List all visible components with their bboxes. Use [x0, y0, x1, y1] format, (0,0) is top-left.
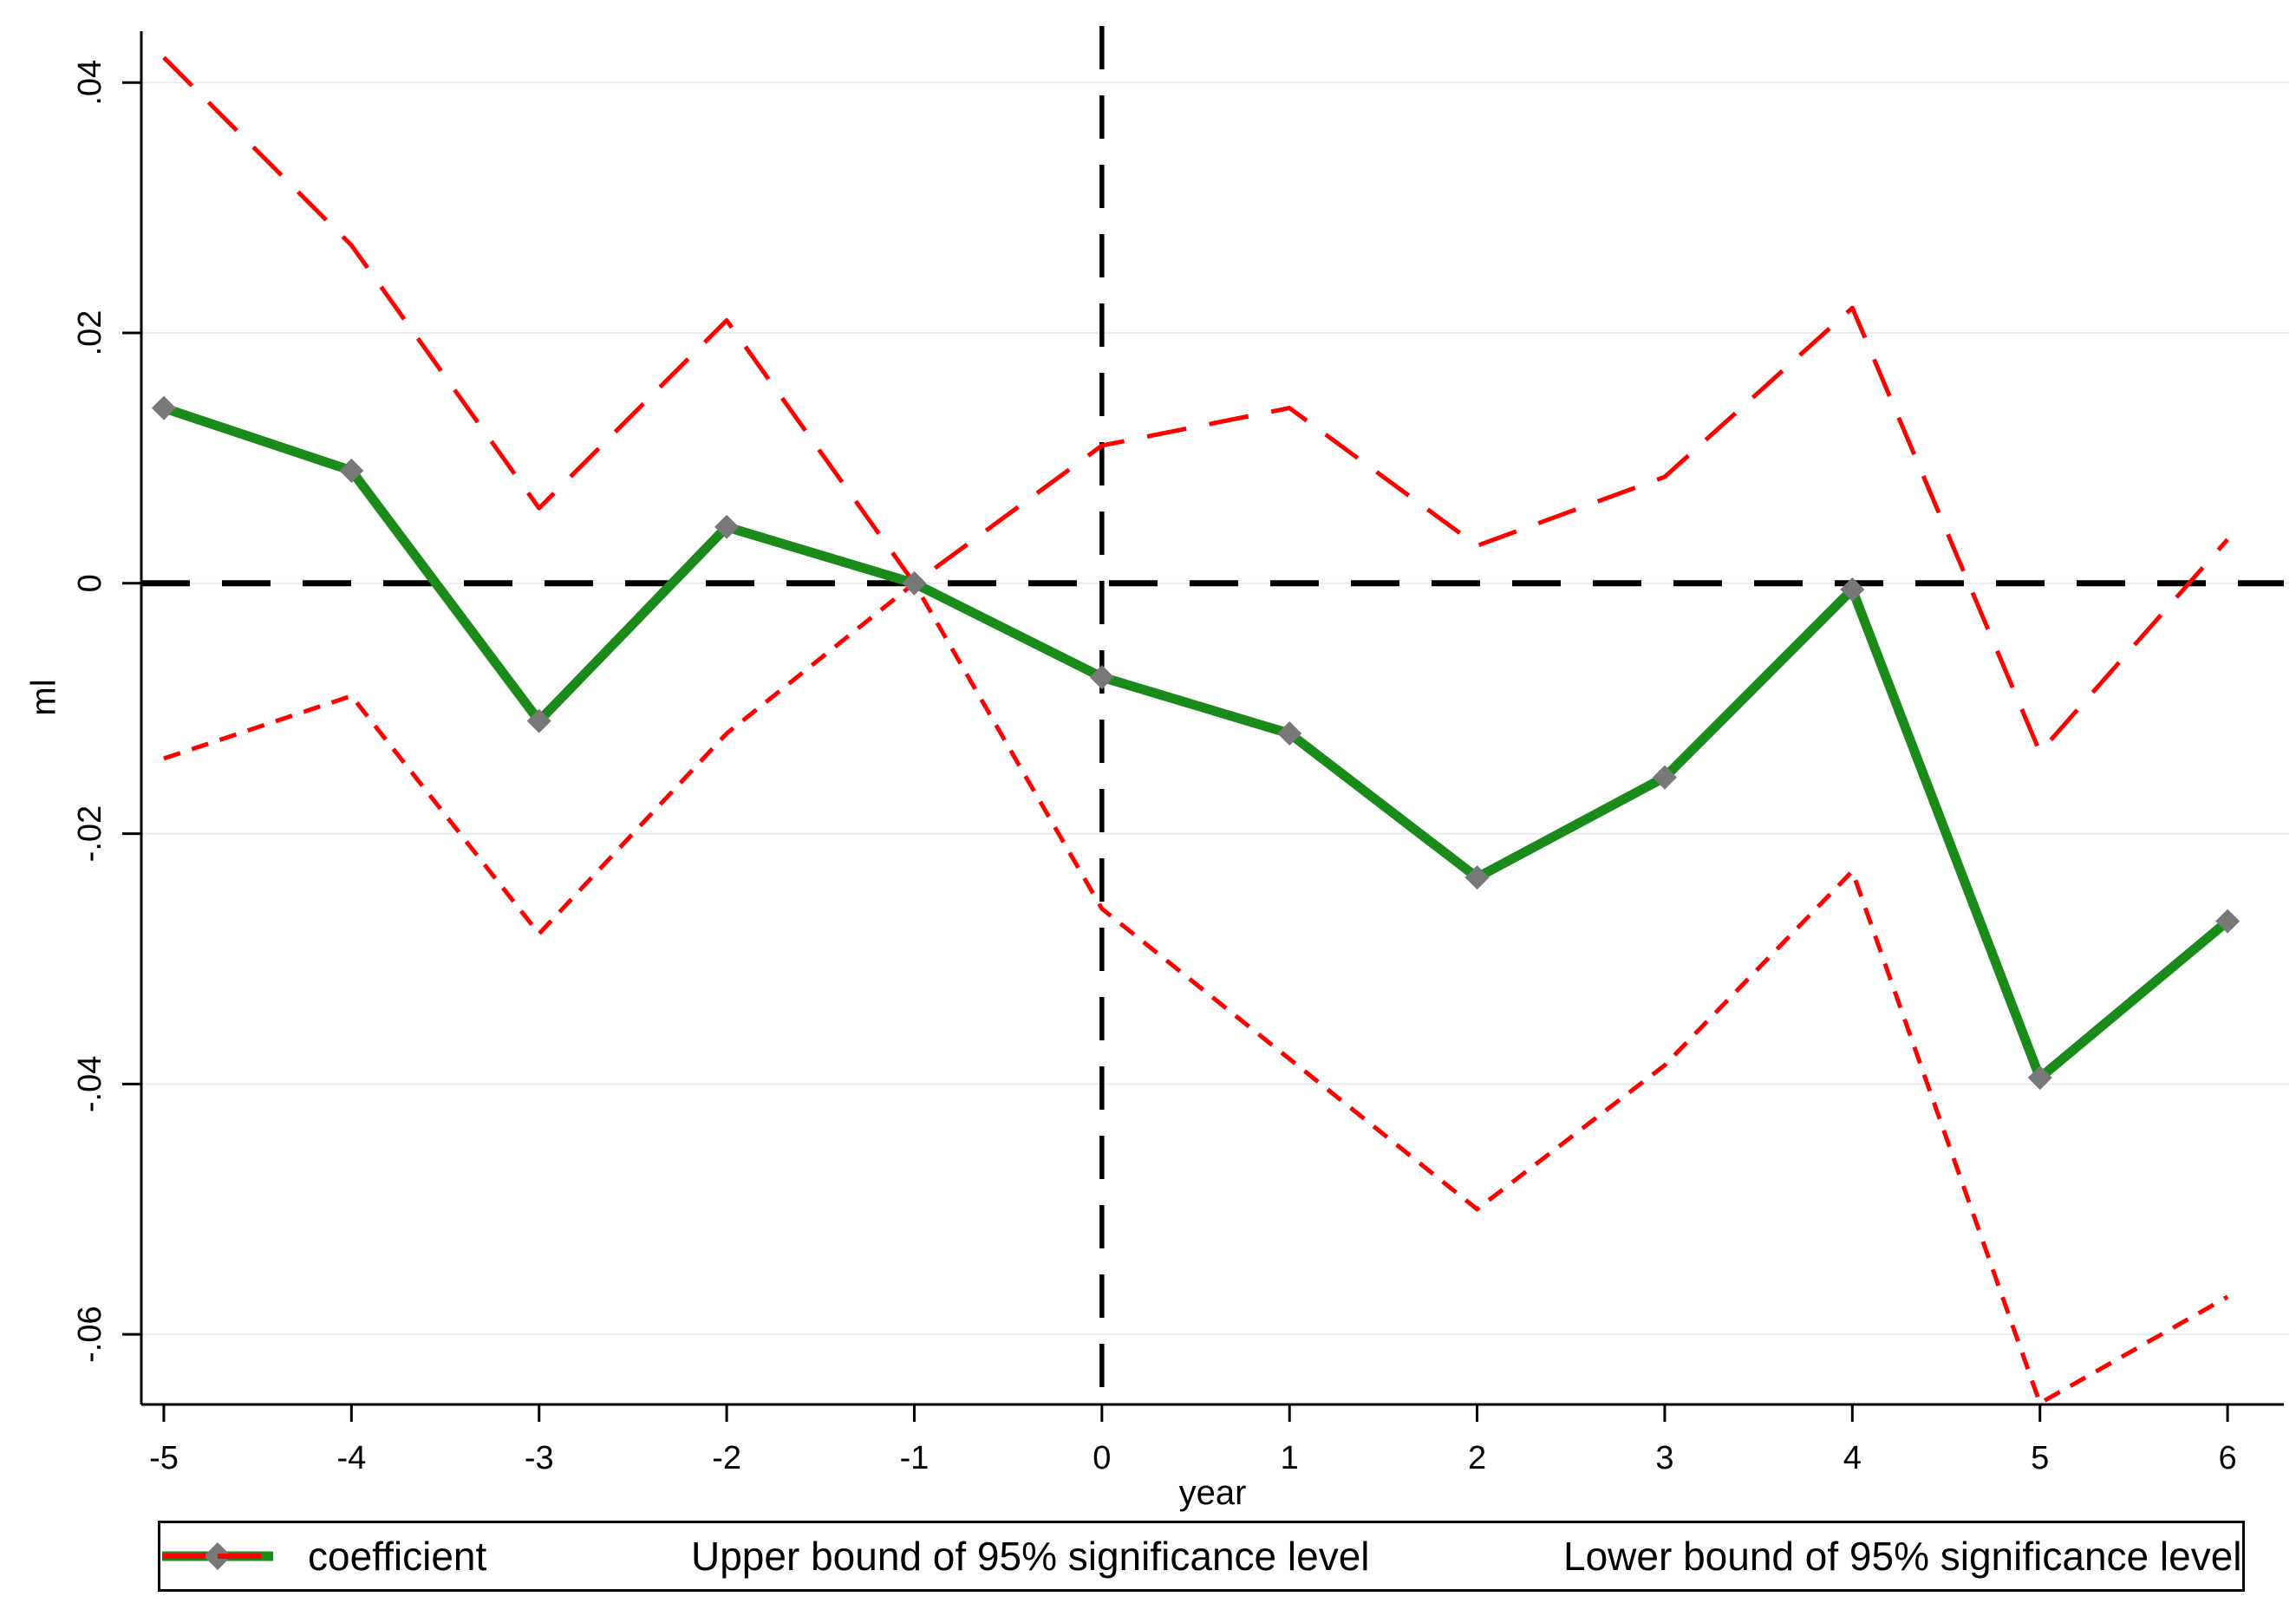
svg-text:-.06: -.06 [72, 1306, 108, 1362]
svg-text:4: 4 [1843, 1440, 1862, 1476]
svg-text:2: 2 [1468, 1440, 1486, 1476]
svg-text:.04: .04 [72, 60, 108, 106]
legend-label-coefficient: coefficient [308, 1534, 487, 1579]
svg-text:-.02: -.02 [72, 805, 108, 862]
svg-text:1: 1 [1281, 1440, 1299, 1476]
svg-text:0: 0 [72, 574, 108, 592]
legend: coefficient Upper bound of 95% significa… [158, 1521, 2245, 1592]
svg-text:5: 5 [2031, 1440, 2049, 1476]
legend-label-upper-bound: Upper bound of 95% significance level [691, 1534, 1370, 1579]
svg-text:-.04: -.04 [72, 1056, 108, 1112]
legend-upper-bound-line-sample [162, 1554, 273, 1559]
svg-text:.02: .02 [72, 310, 108, 356]
svg-text:-2: -2 [712, 1440, 741, 1476]
svg-text:-1: -1 [900, 1440, 929, 1476]
svg-text:-3: -3 [525, 1440, 554, 1476]
svg-text:-4: -4 [336, 1440, 366, 1476]
svg-text:-5: -5 [149, 1440, 179, 1476]
svg-text:3: 3 [1655, 1440, 1673, 1476]
legend-label-lower-bound: Lower bound of 95% significance level [1563, 1534, 2242, 1579]
svg-text:6: 6 [2219, 1440, 2237, 1476]
legend-lower-bound-line-sample [162, 1554, 273, 1559]
y-axis-title: ml [24, 679, 63, 716]
svg-text:0: 0 [1093, 1440, 1111, 1476]
x-axis-title: year [1178, 1474, 1247, 1512]
